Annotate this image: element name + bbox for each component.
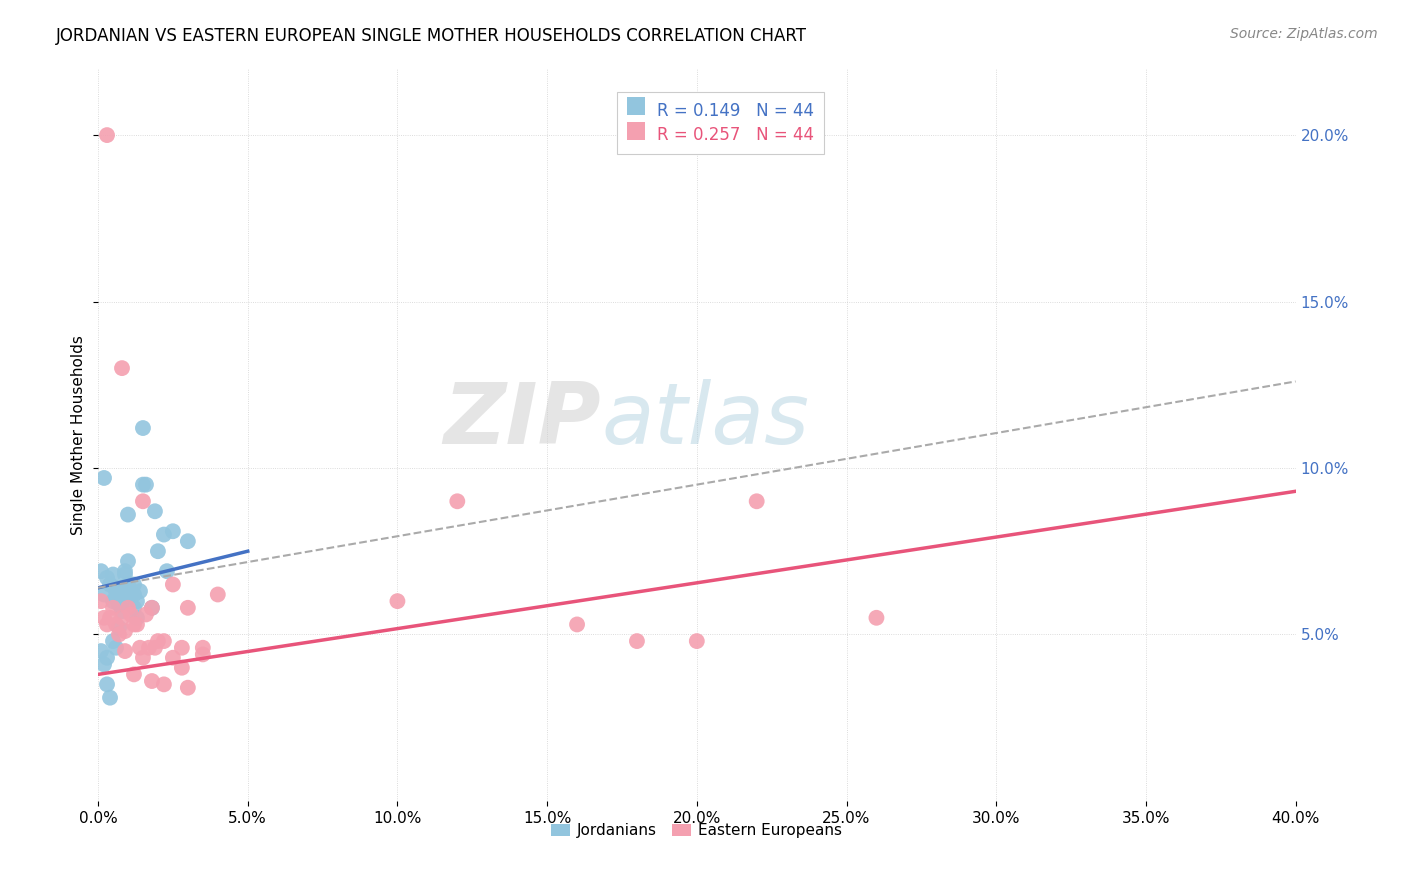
Point — [125, 594, 148, 608]
Point — [135, 477, 157, 491]
Point — [125, 611, 148, 625]
Point — [108, 621, 131, 635]
Point — [162, 650, 184, 665]
Point — [114, 644, 136, 658]
Point — [177, 681, 200, 695]
Point — [101, 634, 124, 648]
Point — [138, 640, 160, 655]
Point — [98, 690, 121, 705]
Point — [93, 471, 115, 485]
Point — [153, 527, 176, 541]
Point — [108, 581, 131, 595]
Point — [105, 617, 128, 632]
Point — [114, 624, 136, 639]
Point — [96, 128, 118, 142]
Point — [387, 594, 409, 608]
Point — [96, 571, 118, 585]
Point — [177, 534, 200, 549]
Point — [207, 587, 229, 601]
Point — [170, 661, 193, 675]
Point — [122, 617, 145, 632]
Point — [98, 577, 121, 591]
Point — [446, 494, 468, 508]
Point — [105, 591, 128, 605]
Text: Source: ZipAtlas.com: Source: ZipAtlas.com — [1230, 27, 1378, 41]
Point — [117, 508, 139, 522]
Point — [153, 677, 176, 691]
Point — [191, 640, 214, 655]
Point — [93, 587, 115, 601]
Point — [132, 421, 155, 435]
Point — [120, 607, 142, 622]
Point — [93, 657, 115, 672]
Point — [132, 477, 155, 491]
Point — [105, 640, 128, 655]
Point — [626, 634, 648, 648]
Point — [117, 600, 139, 615]
Point — [96, 617, 118, 632]
Point — [117, 554, 139, 568]
Point — [191, 648, 214, 662]
Point — [111, 361, 134, 376]
Point — [153, 634, 176, 648]
Point — [141, 600, 163, 615]
Point — [90, 594, 112, 608]
Point — [122, 587, 145, 601]
Legend: Jordanians, Eastern Europeans: Jordanians, Eastern Europeans — [546, 817, 849, 845]
Point — [745, 494, 768, 508]
Point — [141, 600, 163, 615]
Point — [146, 634, 169, 648]
Point — [129, 640, 152, 655]
Point — [101, 594, 124, 608]
Point — [111, 594, 134, 608]
Point — [90, 644, 112, 658]
Point — [93, 611, 115, 625]
Point — [105, 584, 128, 599]
Y-axis label: Single Mother Households: Single Mother Households — [72, 334, 86, 534]
Point — [132, 494, 155, 508]
Point — [129, 584, 152, 599]
Point — [865, 611, 887, 625]
Point — [114, 564, 136, 578]
Point — [108, 627, 131, 641]
Point — [565, 617, 588, 632]
Point — [98, 611, 121, 625]
Point — [141, 673, 163, 688]
Point — [122, 667, 145, 681]
Point — [117, 577, 139, 591]
Point — [111, 611, 134, 625]
Point — [111, 604, 134, 618]
Point — [162, 577, 184, 591]
Point — [96, 650, 118, 665]
Point — [125, 617, 148, 632]
Point — [96, 677, 118, 691]
Point — [177, 600, 200, 615]
Point — [101, 567, 124, 582]
Text: ZIP: ZIP — [443, 378, 600, 461]
Text: JORDANIAN VS EASTERN EUROPEAN SINGLE MOTHER HOUSEHOLDS CORRELATION CHART: JORDANIAN VS EASTERN EUROPEAN SINGLE MOT… — [56, 27, 807, 45]
Point — [108, 598, 131, 612]
Point — [101, 600, 124, 615]
Point — [122, 577, 145, 591]
Point — [162, 524, 184, 539]
Point — [156, 564, 179, 578]
Point — [114, 584, 136, 599]
Point — [120, 587, 142, 601]
Text: atlas: atlas — [600, 378, 808, 461]
Point — [135, 607, 157, 622]
Point — [114, 567, 136, 582]
Point — [122, 600, 145, 615]
Point — [90, 564, 112, 578]
Point — [686, 634, 709, 648]
Point — [170, 640, 193, 655]
Point — [146, 544, 169, 558]
Point — [143, 504, 166, 518]
Point — [132, 650, 155, 665]
Point — [143, 640, 166, 655]
